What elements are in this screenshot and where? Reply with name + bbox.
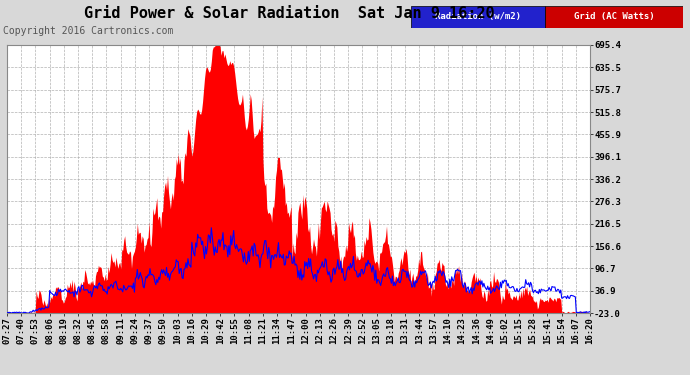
Text: Copyright 2016 Cartronics.com: Copyright 2016 Cartronics.com (3, 26, 174, 36)
Text: Grid (AC Watts): Grid (AC Watts) (574, 12, 654, 21)
Text: Radiation (w/m2): Radiation (w/m2) (435, 12, 521, 21)
Bar (411, 6, 545, 28)
Bar (545, 6, 683, 28)
Text: Grid Power & Solar Radiation  Sat Jan 9 16:20: Grid Power & Solar Radiation Sat Jan 9 1… (84, 6, 495, 21)
